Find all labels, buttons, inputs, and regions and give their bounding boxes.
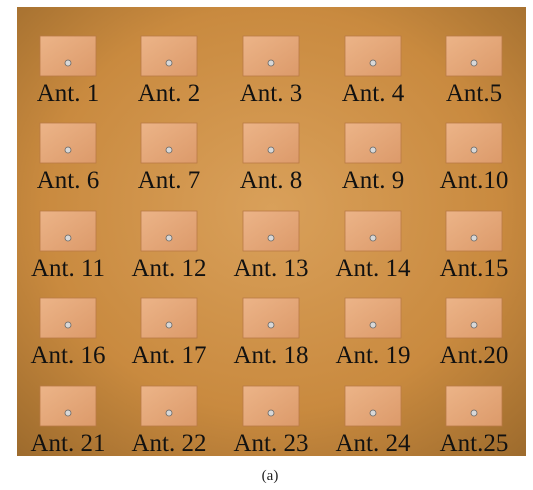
antenna-label: Ant.10 xyxy=(440,167,509,194)
antenna-label: Ant. 7 xyxy=(138,167,201,194)
antenna-patch xyxy=(345,211,401,251)
antenna-patch xyxy=(141,123,197,163)
antenna-label: Ant. 24 xyxy=(336,430,412,457)
antenna-patch xyxy=(446,36,502,76)
antenna-label: Ant. 22 xyxy=(132,430,207,457)
antenna-label: Ant. 19 xyxy=(336,342,411,369)
antenna-label: Ant. 9 xyxy=(342,167,405,194)
feed-point xyxy=(268,147,274,153)
antenna-patch xyxy=(40,386,96,426)
feed-point xyxy=(471,322,477,328)
antenna-patch xyxy=(446,211,502,251)
feed-point xyxy=(166,60,172,66)
antenna-patch xyxy=(345,386,401,426)
antenna-patch xyxy=(141,211,197,251)
antenna-label: Ant. 11 xyxy=(31,255,105,282)
figure: Ant. 1 Ant. 2 Ant. 3 Ant. 4 Ant.5 Ant. 6 Ant. … xyxy=(0,0,533,490)
antenna-patch xyxy=(141,386,197,426)
antenna-label: Ant. 17 xyxy=(132,342,207,369)
antenna-patch xyxy=(446,123,502,163)
antenna-label: Ant.20 xyxy=(440,342,509,369)
antenna-patch xyxy=(446,386,502,426)
antenna-label: Ant. 23 xyxy=(234,430,309,457)
feed-point xyxy=(65,147,71,153)
feed-point xyxy=(471,147,477,153)
feed-point xyxy=(166,235,172,241)
feed-point xyxy=(166,410,172,416)
antenna-patch xyxy=(243,298,299,338)
feed-point xyxy=(166,147,172,153)
feed-point xyxy=(65,410,71,416)
antenna-label: Ant.5 xyxy=(446,80,502,107)
antenna-patch xyxy=(243,211,299,251)
antenna-label: Ant.25 xyxy=(440,430,509,457)
antenna-patch xyxy=(243,36,299,76)
feed-point xyxy=(471,235,477,241)
antenna-label: Ant. 18 xyxy=(234,342,309,369)
antenna-label: Ant. 8 xyxy=(240,167,303,194)
antenna-patch xyxy=(243,386,299,426)
antenna-patch xyxy=(345,298,401,338)
feed-point xyxy=(268,410,274,416)
caption: (a) xyxy=(262,468,279,484)
antenna-label: Ant. 16 xyxy=(31,342,106,369)
antenna-label: Ant. 2 xyxy=(138,80,201,107)
antenna-patch xyxy=(345,123,401,163)
feed-point xyxy=(471,410,477,416)
antenna-patch xyxy=(40,211,96,251)
antenna-patch xyxy=(40,36,96,76)
feed-point xyxy=(268,322,274,328)
feed-point xyxy=(370,147,376,153)
antenna-label: Ant. 14 xyxy=(336,255,412,282)
antenna-patch xyxy=(345,36,401,76)
antenna-patch xyxy=(243,123,299,163)
feed-point xyxy=(370,322,376,328)
feed-point xyxy=(268,235,274,241)
antenna-patch xyxy=(40,123,96,163)
antenna-label: Ant. 3 xyxy=(240,80,303,107)
feed-point xyxy=(268,60,274,66)
antenna-patch xyxy=(141,298,197,338)
feed-point xyxy=(370,60,376,66)
antenna-patch xyxy=(446,298,502,338)
antenna-patch xyxy=(40,298,96,338)
feed-point xyxy=(166,322,172,328)
feed-point xyxy=(370,235,376,241)
page: Ant. 1 Ant. 2 Ant. 3 Ant. 4 Ant.5 Ant. 6 Ant. … xyxy=(0,0,533,490)
feed-point xyxy=(65,60,71,66)
feed-point xyxy=(471,60,477,66)
antenna-label: Ant. 21 xyxy=(31,430,106,457)
antenna-label: Ant. 13 xyxy=(234,255,309,282)
antenna-label: Ant. 12 xyxy=(132,255,207,282)
antenna-label: Ant. 4 xyxy=(342,80,405,107)
antenna-label: Ant. 1 xyxy=(37,80,100,107)
feed-point xyxy=(65,322,71,328)
antenna-label: Ant.15 xyxy=(440,255,509,282)
feed-point xyxy=(370,410,376,416)
feed-point xyxy=(65,235,71,241)
antenna-label: Ant. 6 xyxy=(37,167,100,194)
antenna-patch xyxy=(141,36,197,76)
